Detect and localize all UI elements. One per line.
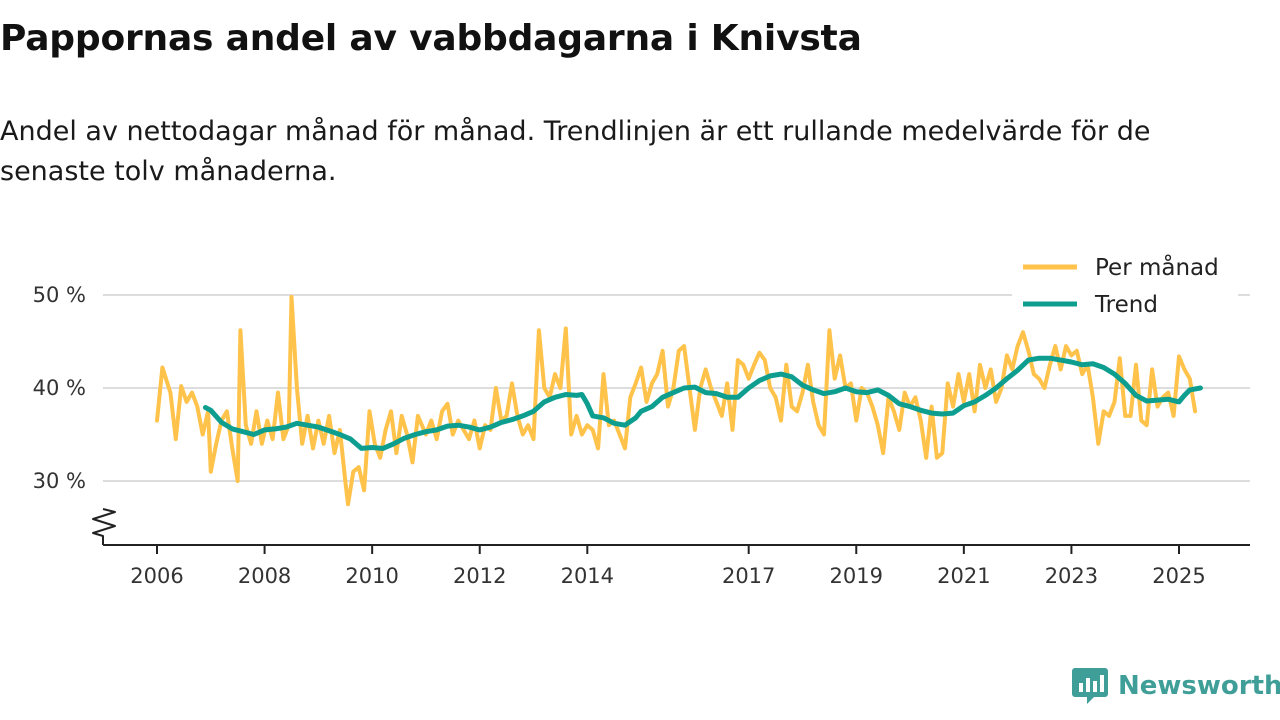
axes: 30 % 40 % 50 % 2006 2008 2010 2012 2014 2017 2019… — [33, 283, 1250, 588]
y-axis-break-icon — [92, 508, 116, 545]
x-tick-label: 2017 — [722, 564, 775, 588]
series-line-per-manad — [155, 294, 1198, 507]
y-tick-label: 50 % — [33, 283, 86, 307]
legend-label: Per månad — [1095, 253, 1219, 281]
x-tick-label: 2023 — [1045, 564, 1098, 588]
legend: Per månad Trend — [1012, 250, 1238, 320]
series-lines — [155, 294, 1203, 507]
brand-logo: Newsworthy — [1072, 666, 1280, 706]
y-tick-label: 30 % — [33, 469, 86, 493]
chart-subtitle: Andel av nettodagar månad för månad. Tre… — [0, 116, 1151, 187]
series-line-trend — [202, 355, 1203, 451]
x-tick-label: 2021 — [937, 564, 990, 588]
x-tick-label: 2019 — [830, 564, 883, 588]
chart-title: Pappornas andel av vabbdagarna i Knivsta — [0, 18, 862, 59]
grid-lines — [103, 294, 1250, 482]
newsworthy-logo-icon — [1072, 668, 1108, 704]
legend-background — [1012, 250, 1238, 320]
line-chart: 30 % 40 % 50 % 2006 2008 2010 2012 2014 2017 2019… — [32, 250, 1250, 588]
x-tick-label: 2010 — [345, 564, 398, 588]
x-tick-label: 2012 — [453, 564, 506, 588]
x-tick-label: 2014 — [561, 564, 614, 588]
y-tick-label: 40 % — [33, 376, 86, 400]
legend-label: Trend — [1094, 292, 1158, 318]
x-tick-label: 2006 — [130, 564, 183, 588]
brand-name: Newsworthy — [1118, 671, 1280, 701]
x-tick-label: 2008 — [238, 564, 291, 588]
x-tick-label: 2025 — [1152, 564, 1205, 588]
